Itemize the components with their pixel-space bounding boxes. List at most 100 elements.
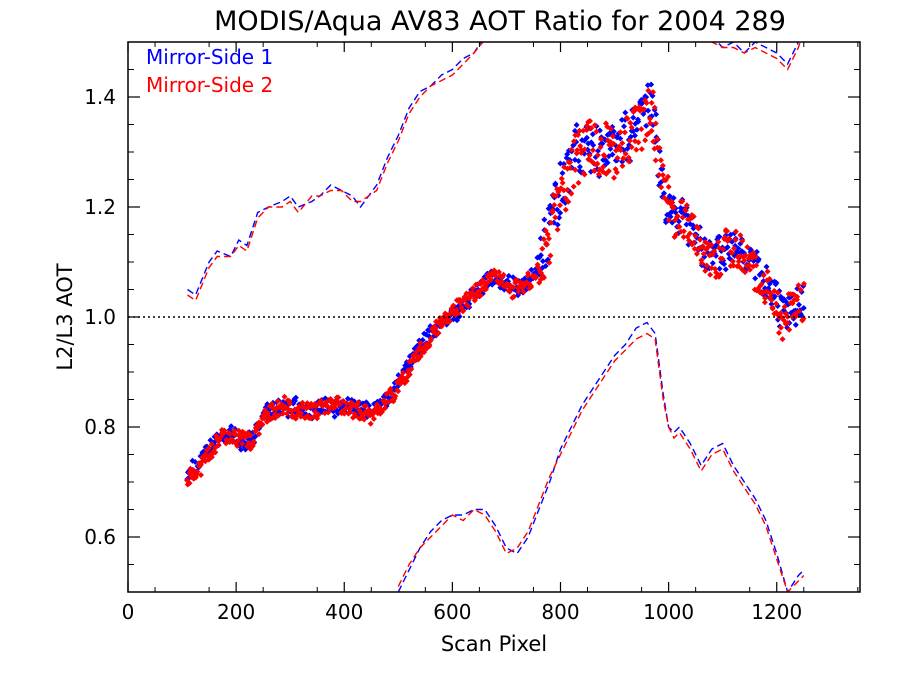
mirror-side-2-point [343,405,350,412]
mirror-side-1-point [716,265,723,272]
mirror-side-2-point [216,436,223,443]
mirror-side-2-point [617,129,624,136]
mirror-side-1-point [724,244,731,251]
mirror-side-1-point [721,261,728,268]
mirror-side-2-point [591,167,598,174]
mirror-side-2-point [600,163,607,170]
mirror-side-2-point [627,119,634,126]
mirror-side-2-point [779,336,786,343]
mirror-side-2-point [657,157,664,164]
mirror-side-2-point [673,214,680,221]
mirror-side-2-point [281,393,288,400]
mirror-side-1-point [521,275,528,282]
mirror-side-2-point [594,152,601,159]
mirror-side-2-point [669,199,676,206]
mirror-side-2-point [341,410,348,417]
mirror-side-2-point [647,115,654,122]
mirror-side-2-point [552,192,559,199]
mirror-side-2-point [626,158,633,165]
mirror-side-2-point [555,188,562,195]
mirror-side-2-point [647,120,654,127]
mirror-side-2-point [546,259,553,266]
mirror-side-2-point [391,395,398,402]
mirror-side-2-point [769,304,776,311]
mirror-side-2-point [793,296,800,303]
mirror-side-2-point [589,147,596,154]
mirror-side-1-point [556,214,563,221]
mirror-side-2-point [656,144,663,151]
mirror-side-2-point [696,236,703,243]
mirror-side-2-point [459,308,466,315]
mirror-side-2-point [465,303,472,310]
mirror-side-2-point [796,308,803,315]
y-tick-label: 1.4 [84,85,116,109]
mirror-side-2-point [432,325,439,332]
mirror-side-2-point [197,472,204,479]
legend: Mirror-Side 1 Mirror-Side 2 [146,45,273,97]
mirror-side-2-point [773,300,780,307]
mirror-side-2-point [403,377,410,384]
mirror-side-2-point [247,432,254,439]
mirror-side-2-point [784,319,791,326]
mirror-side-2-point [528,283,535,290]
mirror-side-1-point [542,262,549,269]
mirror-side-2-point [702,267,709,274]
mirror-side-2-point [581,171,588,178]
mirror-side-2-point [648,127,655,134]
mirror-side-2-point [234,443,241,450]
mirror-side-2-point [539,245,546,252]
mirror-side-2-point [540,236,547,243]
mirror-side-2-point [367,420,374,427]
mirror-side-2-point [731,245,738,252]
mirror-side-2-point [361,416,368,423]
mirror-side-2-point [554,226,561,233]
mirror-side-1-point [709,260,716,267]
legend-entry-mirror-side-2: Mirror-Side 2 [146,73,273,97]
mirror-side-2-point [221,427,228,434]
mirror-side-2-point [346,408,353,415]
mirror-side-2-point [570,183,577,190]
mirror-side-2-point [435,329,442,336]
x-tick-label: 400 [325,600,363,624]
mirror-side-2-point [617,147,624,154]
mirror-side-2-point [523,280,530,287]
mirror-side-2-point [317,397,324,404]
mirror-side-2-point [574,147,581,154]
mirror-side-2-point [477,292,484,299]
mirror-side-2-point [352,413,359,420]
mirror-side-2-point [635,139,642,146]
mirror-side-1-point [539,258,546,265]
mirror-side-2-point [656,172,663,179]
mirror-side-2-point [703,262,710,269]
mirror-side-2-point [572,166,579,173]
mirror-side-2-point [746,266,753,273]
mirror-side-1-point [660,190,667,197]
mirror-side-2-point [686,230,693,237]
mirror-side-1-point [331,413,338,420]
mirror-side-2-point [730,262,737,269]
mirror-side-2-point [628,124,635,131]
mirror-side-1-point [666,192,673,199]
mirror-side-2-point [212,449,219,456]
mirror-side-2-point [298,410,305,417]
mirror-side-2-point [707,271,714,278]
mirror-side-2-point [680,228,687,235]
mirror-side-2-point [729,258,736,265]
mirror-side-2-point [578,149,585,156]
mirror-side-2-point [766,276,773,283]
mirror-side-2-point [659,172,666,179]
mirror-side-2-point [692,232,699,239]
mirror-side-2-point [261,406,268,413]
mirror-side-2-point [609,133,616,140]
mirror-side-1-point [617,135,624,142]
mirror-side-2-point [753,262,760,269]
mirror-side-2-point [622,150,629,157]
mirror-side-2-point [605,168,612,175]
y-tick-label: 1.0 [84,305,116,329]
mirror-side-2-point [559,179,566,186]
mirror-side-2-point [275,412,282,419]
mirror-side-2-point [506,288,513,295]
mirror-side-2-point [601,153,608,160]
mirror-side-2-point [259,421,266,428]
mirror-side-2-point [215,442,222,449]
